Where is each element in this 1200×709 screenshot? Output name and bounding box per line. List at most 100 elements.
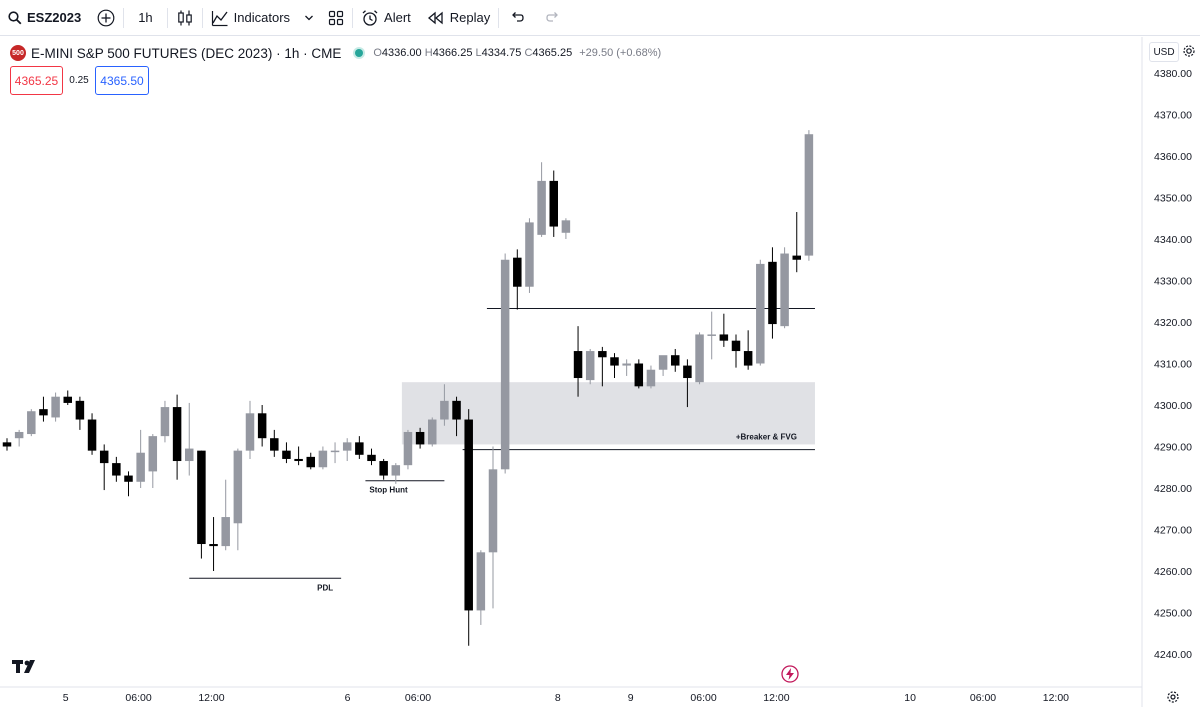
- candle-body: [561, 220, 571, 233]
- candle[interactable]: [683, 359, 692, 408]
- candle[interactable]: [646, 365, 656, 389]
- candle-body: [743, 351, 753, 366]
- candle-body: [209, 544, 218, 547]
- candle[interactable]: [355, 436, 364, 459]
- candle[interactable]: [780, 247, 789, 329]
- currency-selector[interactable]: USD: [1149, 42, 1179, 62]
- candle-body: [768, 261, 777, 325]
- chart-settings-icon[interactable]: [1166, 690, 1180, 709]
- candle[interactable]: [658, 355, 668, 376]
- candle[interactable]: [2, 438, 12, 451]
- candle[interactable]: [185, 402, 194, 476]
- candle[interactable]: [112, 456, 121, 482]
- buy-button[interactable]: 4365.50: [95, 66, 149, 95]
- candle[interactable]: [731, 334, 741, 368]
- alert-button[interactable]: Alert: [353, 0, 419, 36]
- ohlc-values: O4336.00 H4366.25 L4334.75 C4365.25 +29.…: [373, 47, 661, 59]
- candle[interactable]: [622, 359, 631, 376]
- candle[interactable]: [428, 417, 437, 447]
- candle[interactable]: [124, 471, 133, 497]
- candle[interactable]: [488, 446, 498, 609]
- candle[interactable]: [476, 550, 486, 625]
- compare-button[interactable]: [89, 0, 123, 36]
- candle[interactable]: [63, 390, 73, 405]
- candle[interactable]: [695, 332, 704, 385]
- candle[interactable]: [318, 446, 328, 470]
- add-circle-icon: [97, 9, 115, 27]
- symbol-search-button[interactable]: ESZ2023: [0, 0, 89, 36]
- settings-gear-icon[interactable]: [1182, 44, 1196, 61]
- candle[interactable]: [51, 392, 60, 422]
- candle[interactable]: [221, 479, 230, 551]
- time-tick-label: 9: [628, 692, 634, 704]
- candle[interactable]: [756, 259, 765, 366]
- candle[interactable]: [197, 450, 206, 559]
- candle[interactable]: [549, 170, 559, 237]
- candle[interactable]: [39, 396, 48, 422]
- candle[interactable]: [391, 463, 401, 484]
- candle[interactable]: [792, 212, 802, 273]
- candle[interactable]: [99, 444, 109, 491]
- lightning-alert-icon[interactable]: [781, 665, 799, 688]
- candle[interactable]: [513, 249, 522, 310]
- symbol-title[interactable]: E-MINI S&P 500 FUTURES (DEC 2023) · 1h ·…: [31, 45, 342, 61]
- candle[interactable]: [403, 429, 413, 470]
- candle[interactable]: [306, 452, 316, 470]
- stop-hunt-label: Stop Hunt: [369, 486, 408, 495]
- candle[interactable]: [172, 394, 182, 480]
- candle[interactable]: [367, 448, 376, 466]
- candle[interactable]: [525, 218, 534, 293]
- candle-body: [500, 259, 510, 470]
- candle[interactable]: [136, 429, 145, 488]
- undo-button[interactable]: [499, 0, 535, 36]
- layout-button[interactable]: [320, 0, 352, 36]
- candle[interactable]: [671, 348, 680, 372]
- replay-button[interactable]: Replay: [419, 0, 498, 36]
- chart-type-button[interactable]: [168, 0, 202, 36]
- candle[interactable]: [257, 405, 267, 447]
- low-label: L: [475, 47, 482, 59]
- candle[interactable]: [768, 247, 777, 339]
- candle[interactable]: [245, 400, 255, 459]
- candle[interactable]: [342, 438, 352, 462]
- indicators-button[interactable]: Indicators: [203, 0, 298, 36]
- interval-button[interactable]: 1h: [138, 10, 153, 25]
- candle[interactable]: [464, 409, 473, 646]
- chevron-down-icon: [304, 13, 314, 23]
- candle[interactable]: [440, 384, 449, 426]
- time-tick-label: 8: [555, 692, 561, 704]
- candle[interactable]: [27, 409, 36, 437]
- candle[interactable]: [719, 313, 729, 347]
- candle[interactable]: [598, 346, 607, 387]
- candle[interactable]: [233, 448, 243, 551]
- candle[interactable]: [160, 400, 170, 443]
- candle[interactable]: [209, 517, 218, 571]
- candle[interactable]: [743, 330, 753, 370]
- candle[interactable]: [415, 427, 425, 449]
- price-chart[interactable]: PDL Stop Hunt +Breaker & FVG 4380.00 4370.0…: [0, 37, 1200, 707]
- candle[interactable]: [379, 458, 388, 480]
- candle[interactable]: [87, 413, 97, 455]
- candle[interactable]: [573, 326, 583, 397]
- candle[interactable]: [14, 429, 24, 447]
- candle[interactable]: [294, 446, 303, 466]
- candle[interactable]: [585, 348, 595, 385]
- candle[interactable]: [804, 130, 814, 261]
- candle-body: [2, 442, 12, 447]
- candle[interactable]: [75, 396, 85, 430]
- candles-icon: [176, 9, 194, 27]
- candle[interactable]: [561, 218, 571, 239]
- candle[interactable]: [148, 434, 158, 488]
- indicator-templates-button[interactable]: [298, 0, 320, 36]
- candle[interactable]: [537, 162, 546, 237]
- candle[interactable]: [330, 442, 340, 464]
- candle[interactable]: [634, 359, 644, 389]
- candle[interactable]: [500, 253, 510, 474]
- candle[interactable]: [452, 396, 461, 437]
- candle[interactable]: [707, 311, 716, 360]
- sell-button[interactable]: 4365.25: [10, 66, 63, 95]
- candle[interactable]: [610, 353, 619, 379]
- candle[interactable]: [270, 429, 279, 457]
- redo-button[interactable]: [535, 0, 571, 36]
- candle[interactable]: [282, 442, 291, 464]
